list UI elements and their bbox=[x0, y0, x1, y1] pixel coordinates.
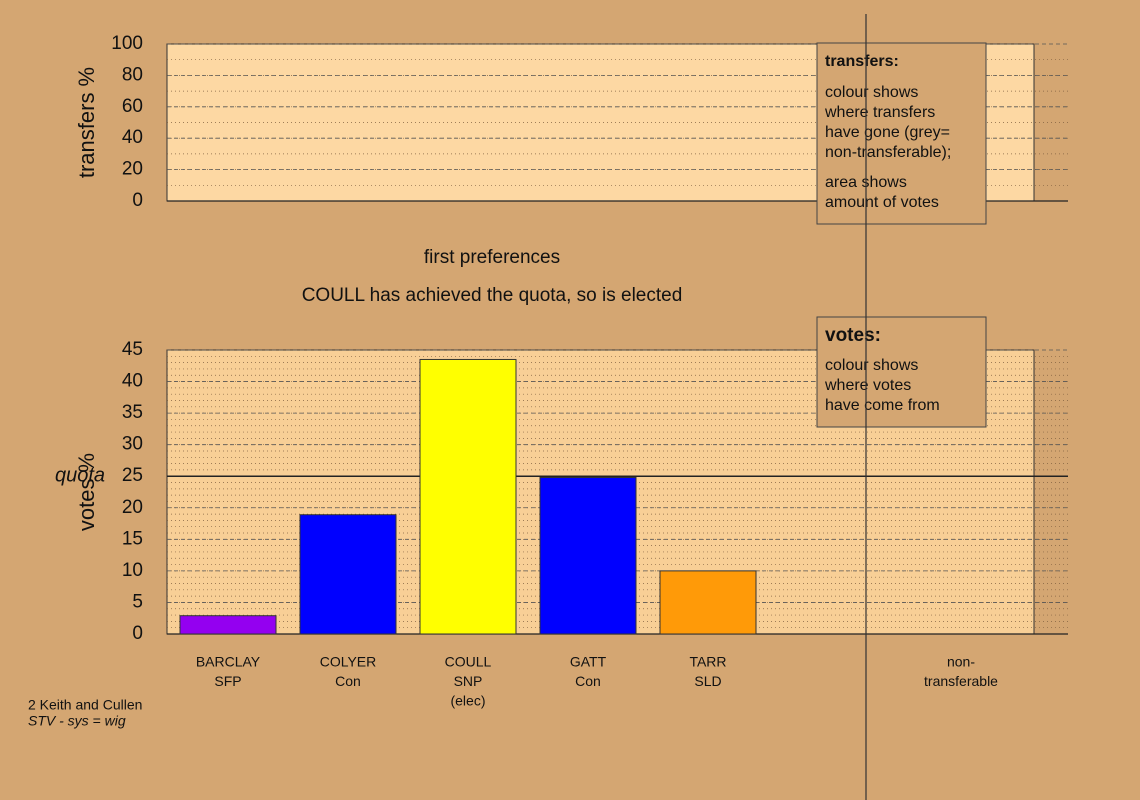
bar bbox=[299, 514, 397, 635]
y-tick-label: 45 bbox=[122, 339, 143, 360]
x-tick-label: Con bbox=[335, 673, 361, 689]
y-tick-label: 10 bbox=[122, 560, 143, 581]
y-tick-label: 5 bbox=[132, 591, 143, 612]
y-axis-label: transfers % bbox=[74, 67, 99, 178]
chart-subtitle: COULL has achieved the quota, so is elec… bbox=[302, 285, 683, 306]
bar bbox=[539, 476, 637, 635]
x-tick-label: transferable bbox=[924, 673, 998, 689]
footer: 2 Keith and Cullen bbox=[28, 697, 142, 713]
legend-title: transfers: bbox=[825, 53, 899, 70]
legend-title: votes: bbox=[825, 325, 881, 346]
legend-text: non-transferable); bbox=[825, 144, 951, 161]
bar bbox=[659, 570, 757, 635]
y-tick-label: 20 bbox=[122, 159, 143, 180]
legend-box bbox=[816, 316, 987, 428]
x-tick-label: SNP bbox=[454, 673, 483, 689]
bar bbox=[179, 615, 277, 635]
x-tick-label: COULL bbox=[445, 654, 492, 670]
y-tick-label: 40 bbox=[122, 127, 143, 148]
y-tick-label: 80 bbox=[122, 64, 143, 85]
x-tick-label: SLD bbox=[694, 673, 721, 689]
legend-text: have gone (grey= bbox=[825, 124, 950, 141]
y-tick-label: 25 bbox=[122, 465, 143, 486]
y-tick-label: 0 bbox=[132, 190, 143, 211]
chart-title: first preferences bbox=[424, 247, 560, 268]
legend-text: where transfers bbox=[824, 104, 935, 121]
legend-text: have come from bbox=[825, 397, 940, 414]
y-tick-label: 15 bbox=[122, 528, 143, 549]
x-tick-label: SFP bbox=[214, 673, 241, 689]
legend-text: amount of votes bbox=[825, 194, 939, 211]
x-tick-label: COLYER bbox=[320, 654, 377, 670]
x-tick-label: TARR bbox=[689, 654, 726, 670]
y-tick-label: 60 bbox=[122, 96, 143, 117]
y-tick-label: 30 bbox=[122, 434, 143, 455]
x-tick-label: BARCLAY bbox=[196, 654, 261, 670]
y-axis-label: votes % bbox=[74, 453, 99, 531]
legend-text: colour shows bbox=[825, 357, 918, 374]
x-tick-label: non- bbox=[947, 654, 975, 670]
quota-label: quota bbox=[55, 465, 105, 487]
legend-text: colour shows bbox=[825, 84, 918, 101]
y-tick-label: 20 bbox=[122, 497, 143, 518]
footer: STV - sys = wig bbox=[28, 713, 126, 729]
y-tick-label: 0 bbox=[132, 623, 143, 644]
x-tick-label: GATT bbox=[570, 654, 607, 670]
legend-text: where votes bbox=[824, 377, 911, 394]
y-tick-label: 40 bbox=[122, 371, 143, 392]
legend-box bbox=[816, 42, 987, 225]
x-tick-label: Con bbox=[575, 673, 601, 689]
y-tick-label: 100 bbox=[111, 33, 143, 54]
x-tick-label: (elec) bbox=[450, 693, 485, 709]
y-tick-label: 35 bbox=[122, 402, 143, 423]
bar bbox=[419, 358, 517, 635]
